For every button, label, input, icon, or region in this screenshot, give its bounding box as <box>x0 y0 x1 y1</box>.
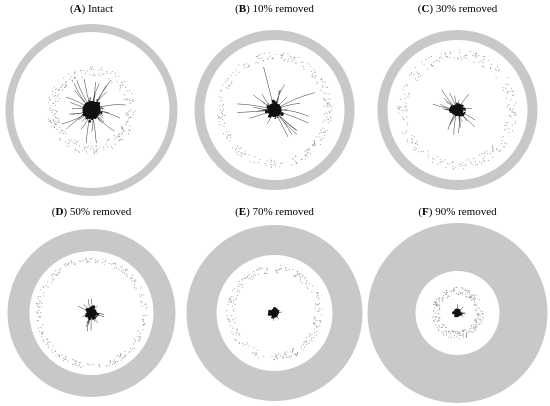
outer-node-ring <box>186 225 363 401</box>
panel-letter-e: E <box>238 206 247 218</box>
inner-node-ring <box>217 51 333 168</box>
outer-node-ring <box>377 30 538 190</box>
inner-node-ring <box>35 257 148 368</box>
panel-d: (D) 50% removed <box>0 203 183 406</box>
outer-node-ring <box>194 30 355 190</box>
panel-f: (F) 90% removed <box>366 203 549 406</box>
inner-node-ring <box>397 49 517 170</box>
panel-letter-a: A <box>73 3 82 15</box>
panel-a: (A) Intact <box>0 0 183 203</box>
panel-title-d: (D) 50% removed <box>51 206 132 218</box>
panel-letter-b: B <box>238 3 247 15</box>
core-cluster <box>448 102 466 117</box>
panel-caption-b: 10% removed <box>252 3 314 15</box>
core-cluster <box>82 98 104 123</box>
panel-caption-f: 90% removed <box>435 206 497 218</box>
inner-node-ring <box>226 264 323 361</box>
network-graph-b <box>194 30 355 190</box>
outer-node-ring <box>7 229 176 397</box>
panel-caption-e: 70% removed <box>252 206 314 218</box>
core-cluster <box>452 308 463 318</box>
core-cluster <box>85 305 100 320</box>
panel-title-c: (C) 30% removed <box>417 3 498 15</box>
network-graph-d <box>7 229 176 397</box>
outer-node-ring <box>367 223 548 403</box>
panel-title-b: (B) 10% removed <box>235 3 314 15</box>
panel-b: (B) 10% removed <box>183 0 366 203</box>
core-cluster <box>267 307 280 319</box>
inner-node-ring <box>47 66 136 154</box>
network-graph-e <box>186 225 363 401</box>
panel-title-a: (A) Intact <box>69 3 114 15</box>
network-graph-c <box>377 30 538 190</box>
panel-letter-d: D <box>55 206 64 218</box>
inner-node-ring <box>431 286 484 339</box>
panel-caption-c: 30% removed <box>435 3 498 15</box>
network-graph-a <box>5 24 178 196</box>
panel-letter-f: F <box>422 206 429 218</box>
panel-letter-c: C <box>421 3 430 15</box>
outer-node-ring <box>5 24 178 196</box>
network-graph-f <box>367 223 548 403</box>
panel-caption-d: 50% removed <box>69 206 132 218</box>
core-cluster <box>264 99 284 119</box>
panel-title-f: (F) 90% removed <box>418 206 497 218</box>
panel-caption-a: Intact <box>88 3 114 15</box>
panel-c: (C) 30% removed <box>366 0 549 203</box>
panel-e: (E) 70% removed <box>183 203 366 406</box>
panel-title-e: (E) 70% removed <box>235 206 314 218</box>
